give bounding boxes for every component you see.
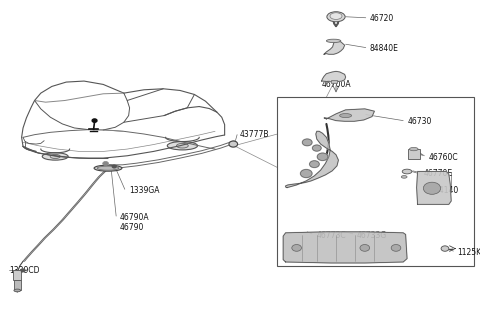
- Circle shape: [92, 119, 97, 122]
- Text: 1339GA: 1339GA: [130, 187, 160, 195]
- Ellipse shape: [177, 143, 188, 148]
- Circle shape: [229, 141, 238, 147]
- Bar: [277, 97, 474, 266]
- Polygon shape: [324, 41, 345, 54]
- Text: 1125KJ: 1125KJ: [457, 248, 480, 257]
- Ellipse shape: [14, 289, 21, 292]
- Text: 44140: 44140: [434, 186, 459, 195]
- Text: 46790A: 46790A: [120, 213, 150, 222]
- Ellipse shape: [339, 114, 351, 118]
- Circle shape: [317, 153, 328, 160]
- Polygon shape: [417, 172, 451, 204]
- Polygon shape: [283, 232, 407, 263]
- Circle shape: [360, 245, 370, 251]
- Ellipse shape: [42, 153, 68, 160]
- Circle shape: [302, 139, 312, 146]
- Ellipse shape: [401, 176, 407, 178]
- Text: 46770E: 46770E: [423, 170, 453, 178]
- Text: 46773C: 46773C: [317, 231, 347, 240]
- Polygon shape: [286, 131, 338, 188]
- Ellipse shape: [402, 169, 412, 174]
- Bar: [331, 80, 337, 83]
- Circle shape: [310, 161, 319, 168]
- Ellipse shape: [97, 166, 119, 170]
- Circle shape: [312, 145, 321, 151]
- Polygon shape: [324, 109, 374, 121]
- Circle shape: [391, 245, 401, 251]
- Ellipse shape: [327, 12, 345, 22]
- Ellipse shape: [94, 165, 122, 171]
- Text: 46720: 46720: [370, 14, 394, 23]
- Bar: [14, 280, 21, 290]
- Bar: [230, 142, 236, 146]
- Circle shape: [103, 161, 108, 165]
- Bar: [13, 270, 21, 280]
- Text: 46730: 46730: [408, 117, 432, 126]
- Circle shape: [21, 269, 25, 272]
- Circle shape: [112, 165, 116, 168]
- Circle shape: [292, 245, 301, 251]
- Text: 43777B: 43777B: [240, 130, 269, 139]
- Bar: [408, 149, 420, 159]
- Ellipse shape: [409, 147, 418, 151]
- Text: 1339CD: 1339CD: [10, 266, 40, 275]
- Circle shape: [441, 246, 449, 251]
- Ellipse shape: [167, 142, 198, 150]
- Polygon shape: [322, 71, 346, 82]
- Ellipse shape: [330, 13, 342, 19]
- Ellipse shape: [326, 39, 341, 43]
- Circle shape: [423, 182, 441, 194]
- Ellipse shape: [50, 154, 60, 158]
- Text: 46760C: 46760C: [428, 153, 458, 162]
- Text: 84840E: 84840E: [370, 44, 398, 53]
- Text: 46700A: 46700A: [321, 80, 351, 89]
- Text: 46790: 46790: [120, 223, 144, 231]
- Text: 46733G: 46733G: [356, 231, 386, 240]
- Circle shape: [300, 170, 312, 178]
